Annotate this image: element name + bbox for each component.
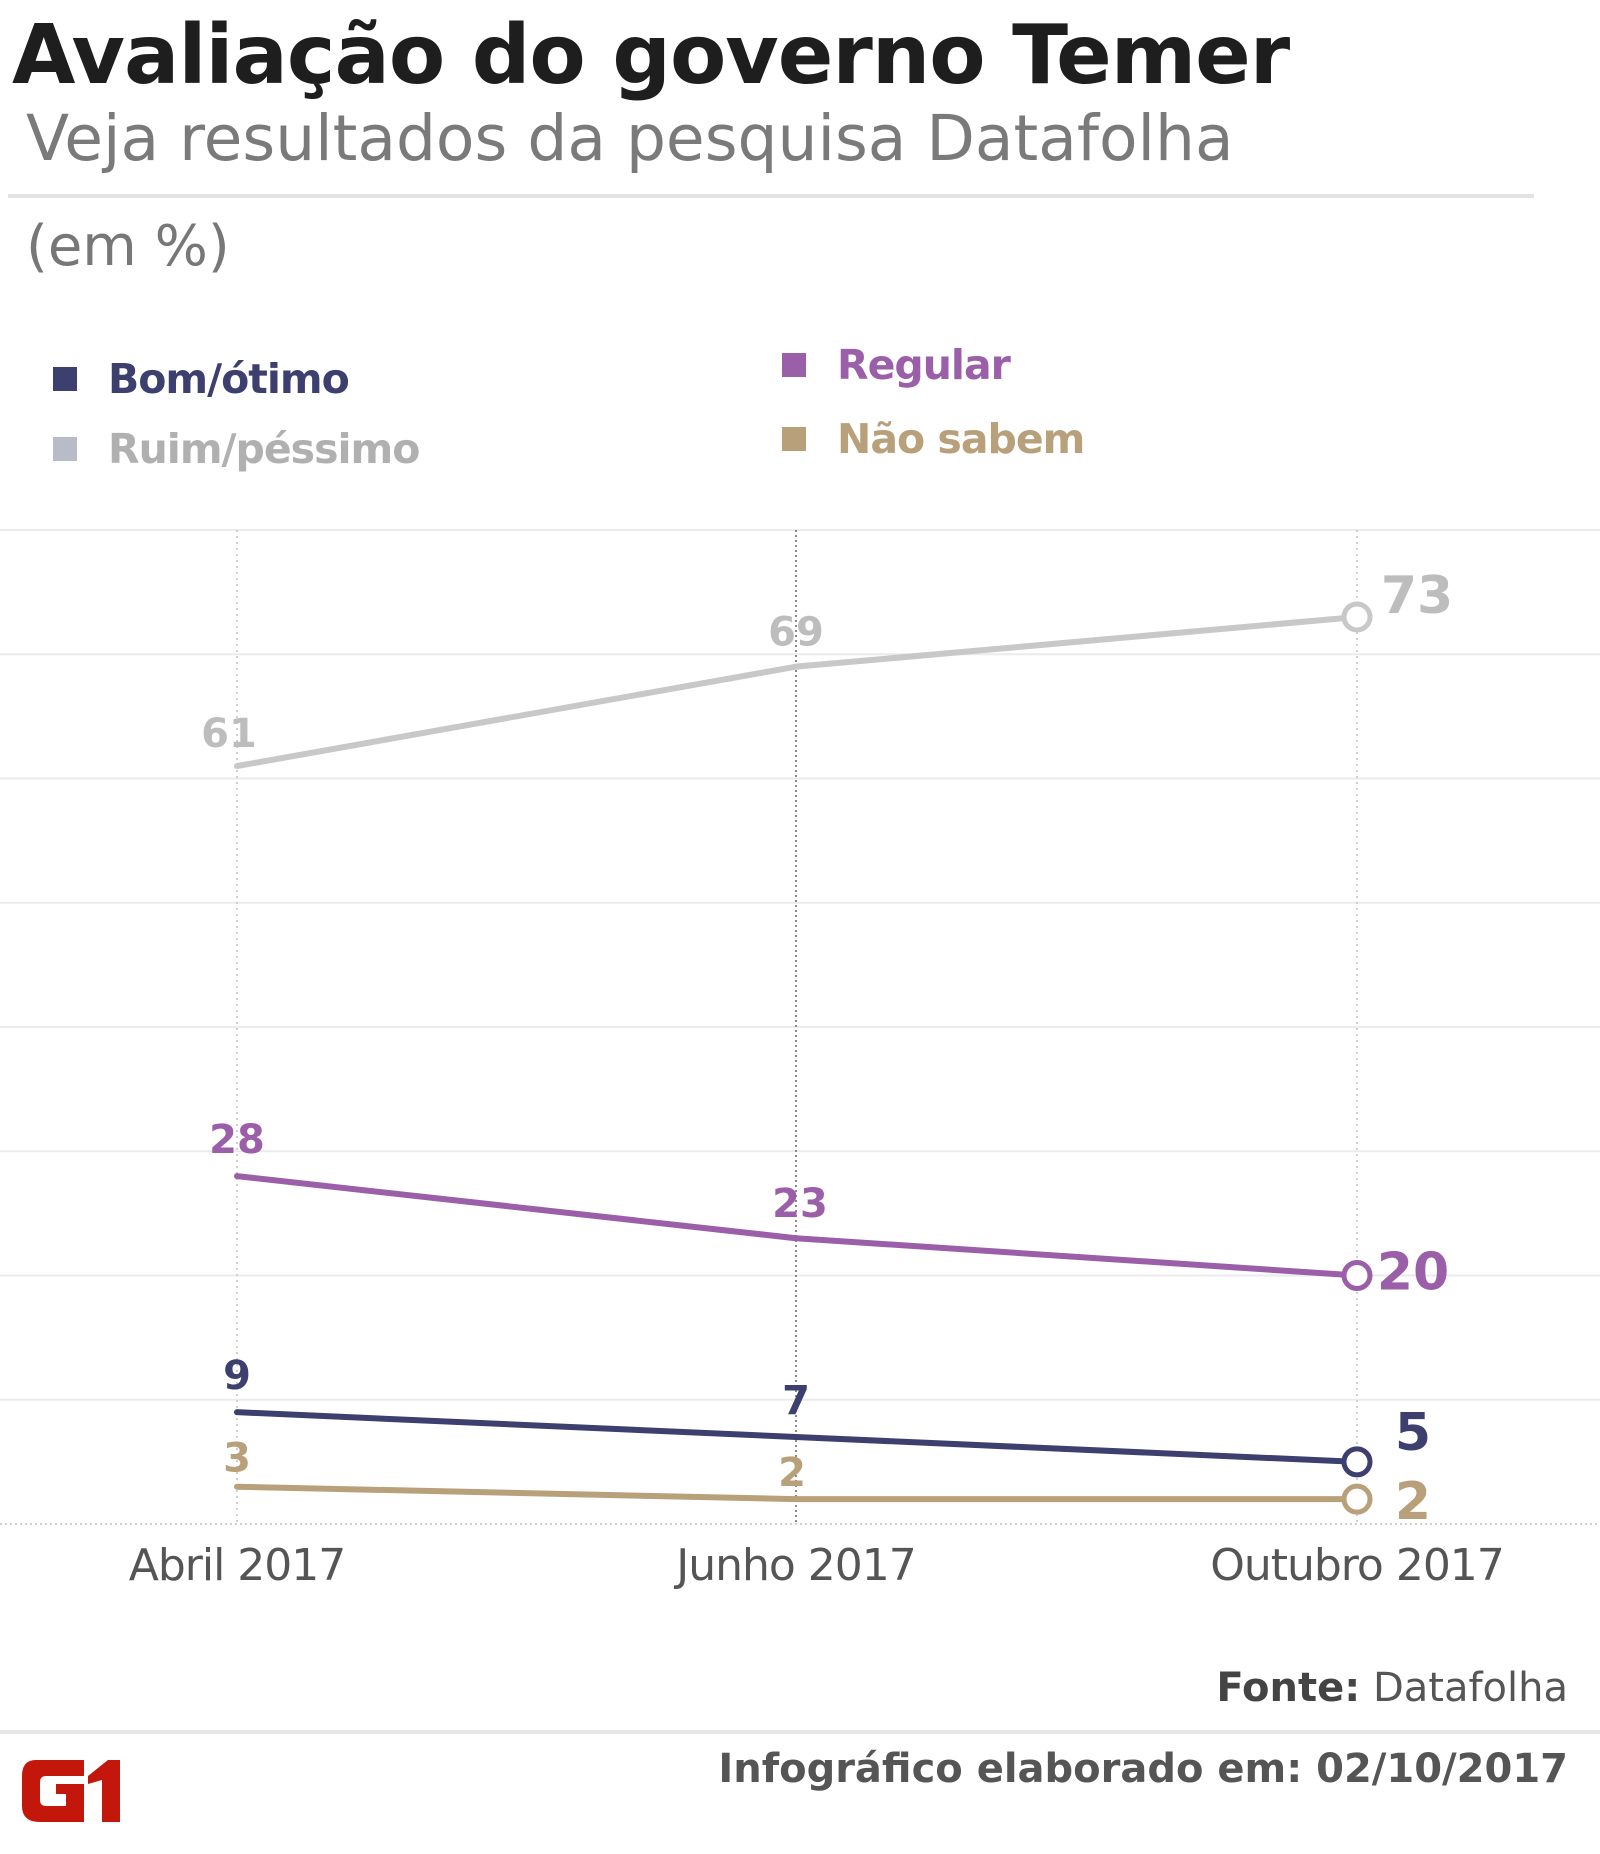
data-label: 3 xyxy=(223,1436,251,1482)
data-label: 7 xyxy=(782,1378,810,1424)
legend-swatch-icon xyxy=(53,437,77,461)
data-label: 9 xyxy=(223,1353,251,1399)
legend-item-regular: Regular xyxy=(782,341,1011,389)
data-labels: 61 69 73 28 23 20 9 7 5 3 2 2 xyxy=(201,566,1453,1532)
gridlines xyxy=(0,529,1600,1525)
chart-title: Avaliação do governo Temer xyxy=(12,8,1290,103)
g1-logo-icon xyxy=(22,1760,122,1826)
series-line xyxy=(234,1409,1360,1465)
x-tick-label: Junho 2017 xyxy=(673,1540,916,1591)
x-tick-label: Outubro 2017 xyxy=(1210,1540,1504,1591)
data-label: 2 xyxy=(1395,1472,1431,1532)
legend-label: Regular xyxy=(837,341,1011,389)
data-label: 23 xyxy=(772,1181,828,1227)
legend-label: Bom/ótimo xyxy=(108,355,350,403)
chart-subtitle: Veja resultados da pesquisa Datafolha xyxy=(26,102,1234,175)
data-label: 73 xyxy=(1381,566,1453,626)
made-on-note: Infográfico elaborado em: 02/10/2017 xyxy=(718,1746,1568,1792)
source-note: Fonte: Datafolha xyxy=(1216,1665,1568,1711)
unit-label: (em %) xyxy=(26,214,230,279)
data-label: 20 xyxy=(1377,1243,1449,1303)
source-value: Datafolha xyxy=(1372,1665,1568,1711)
series-line xyxy=(234,1173,1360,1279)
legend-swatch-icon xyxy=(53,367,77,391)
data-label: 2 xyxy=(778,1450,806,1496)
series-lines xyxy=(234,601,1373,1515)
end-marker xyxy=(1341,601,1373,633)
end-marker xyxy=(1341,1483,1373,1515)
footer-divider xyxy=(0,1730,1600,1734)
data-label: 61 xyxy=(201,711,257,757)
legend-item-bom-otimo: Bom/ótimo xyxy=(53,355,350,403)
legend-item-ruim-pessimo: Ruim/péssimo xyxy=(53,425,420,473)
header-divider xyxy=(8,194,1534,198)
category-lines xyxy=(236,530,1358,1524)
legend-item-nao-sabem: Não sabem xyxy=(782,415,1085,463)
data-label: 5 xyxy=(1395,1403,1431,1463)
x-tick-label: Abril 2017 xyxy=(129,1540,346,1591)
end-marker xyxy=(1341,1446,1373,1478)
line-chart: 61 69 73 28 23 20 9 7 5 3 2 2 Abril 2017 Junho 2017 O… xyxy=(0,529,1600,1591)
legend-label: Não sabem xyxy=(837,415,1085,463)
end-marker xyxy=(1341,1260,1373,1291)
series-line xyxy=(234,1483,1360,1503)
data-label: 28 xyxy=(209,1117,265,1163)
source-label: Fonte: xyxy=(1216,1665,1361,1711)
data-label: 69 xyxy=(768,610,824,656)
legend-swatch-icon xyxy=(782,427,806,451)
legend-label: Ruim/péssimo xyxy=(108,425,420,473)
x-axis-labels: Abril 2017 Junho 2017 Outubro 2017 xyxy=(129,1540,1505,1591)
series-line xyxy=(234,613,1360,770)
legend-swatch-icon xyxy=(782,353,806,377)
